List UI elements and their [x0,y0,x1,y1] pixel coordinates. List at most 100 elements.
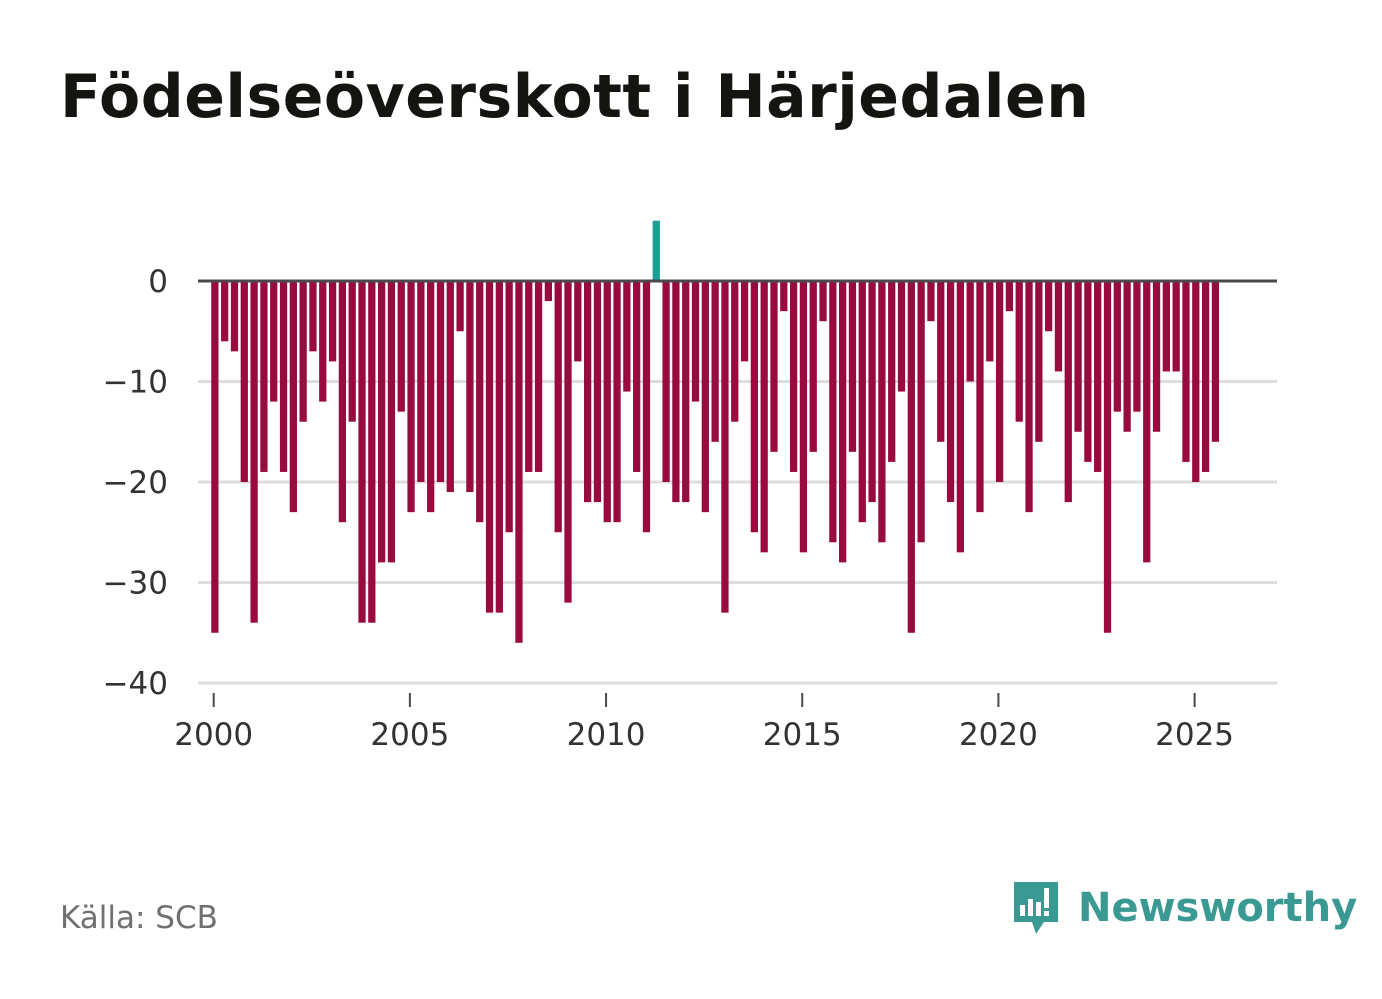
bar [888,281,896,462]
bar [466,281,474,493]
bar [907,281,915,633]
bar [691,281,700,402]
bar [1192,281,1200,482]
bar [966,281,974,382]
bar [260,281,268,472]
source-label: Källa: SCB [60,900,218,936]
y-tick-label: 0 [148,264,168,300]
bar [574,281,582,362]
bar [848,281,857,452]
bar [1133,281,1141,412]
bar [623,281,631,392]
bar [1094,281,1102,472]
bar [917,281,925,543]
x-tick-label: 2005 [370,717,449,753]
bar [937,281,945,442]
bar [456,281,464,332]
x-tick-label: 2020 [959,717,1038,753]
bars [211,220,1220,643]
bar [868,281,876,503]
x-tick-label: 2010 [567,717,646,753]
bar [476,281,484,523]
bar [358,281,366,623]
bar [211,281,219,633]
bar [1201,281,1210,472]
bar [642,281,651,533]
bar [1015,281,1023,422]
x-tick-label: 2015 [763,717,842,753]
bar [956,281,964,553]
chart-title: Födelseöverskott i Härjedalen [60,62,1090,132]
bar [799,281,808,553]
bar [387,281,396,563]
bar [897,281,906,392]
bar [750,281,758,533]
bar [927,281,935,322]
bar [240,281,248,482]
bar [554,281,562,533]
bar [760,281,768,553]
y-axis: 0 −10 −20 −30 −40 [103,264,168,702]
bar [740,281,749,362]
bar [986,281,994,362]
newsworthy-icon [1014,882,1058,934]
bar [328,281,337,362]
bar [1182,281,1190,462]
bar [721,281,729,613]
bar [505,281,513,533]
bar [789,281,798,472]
brand-logo: Newsworthy [1010,878,1357,938]
bar [515,281,523,643]
bar [1005,281,1014,312]
bar [534,281,543,472]
bar [701,281,709,513]
y-tick-label: −40 [103,666,168,702]
bar [1113,281,1121,412]
bar [1143,281,1151,563]
bar [348,281,356,422]
bar [427,281,435,513]
bar [878,281,886,543]
brand-name: Newsworthy [1078,885,1358,931]
bar [711,281,719,442]
bar [279,281,288,472]
bar [368,281,376,623]
bar [946,281,955,503]
bar [858,281,866,523]
bar [525,281,533,472]
bar [1162,281,1170,372]
bar [770,281,778,452]
bar [672,281,680,503]
bar [1045,281,1053,332]
x-axis: 2000 2005 2010 2015 2020 2025 [174,693,1234,753]
bar [593,281,602,503]
bar [397,281,405,412]
bar [1172,281,1180,372]
bar [682,281,690,503]
bar [839,281,847,563]
bar [829,281,837,543]
bar [1152,281,1161,432]
bar [603,281,611,523]
bar [819,281,827,322]
bar [221,281,229,342]
bar [407,281,415,513]
y-tick-label: −10 [103,365,168,401]
bar [495,281,503,613]
bar [1074,281,1082,432]
bar [319,281,327,402]
bar [731,281,739,422]
bar [250,281,258,623]
bar [378,281,386,563]
bar [270,281,278,402]
bar [417,281,425,482]
bar [299,281,307,422]
bar [613,281,621,523]
bar [1064,281,1072,503]
bar [1025,281,1033,513]
y-tick-label: −20 [103,465,168,501]
bar [583,281,592,503]
bar [289,281,297,513]
bar [976,281,984,513]
bar [1084,281,1092,462]
